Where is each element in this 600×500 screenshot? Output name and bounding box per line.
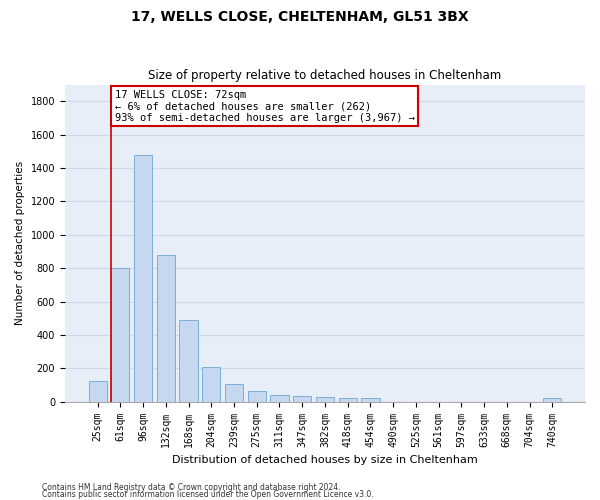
Bar	[271, 395, 289, 402]
Bar	[202, 368, 220, 402]
Bar	[89, 381, 107, 402]
Bar	[361, 398, 380, 402]
Bar	[248, 391, 266, 402]
Bar	[157, 255, 175, 402]
Bar	[179, 320, 197, 402]
Y-axis label: Number of detached properties: Number of detached properties	[15, 161, 25, 325]
Bar	[225, 384, 243, 402]
Bar	[293, 396, 311, 402]
Bar	[316, 396, 334, 402]
Text: Contains public sector information licensed under the Open Government Licence v3: Contains public sector information licen…	[42, 490, 374, 499]
Text: 17, WELLS CLOSE, CHELTENHAM, GL51 3BX: 17, WELLS CLOSE, CHELTENHAM, GL51 3BX	[131, 10, 469, 24]
Text: 17 WELLS CLOSE: 72sqm
← 6% of detached houses are smaller (262)
93% of semi-deta: 17 WELLS CLOSE: 72sqm ← 6% of detached h…	[115, 90, 415, 123]
Text: Contains HM Land Registry data © Crown copyright and database right 2024.: Contains HM Land Registry data © Crown c…	[42, 484, 341, 492]
Bar	[338, 398, 357, 402]
X-axis label: Distribution of detached houses by size in Cheltenham: Distribution of detached houses by size …	[172, 455, 478, 465]
Bar	[111, 268, 130, 402]
Title: Size of property relative to detached houses in Cheltenham: Size of property relative to detached ho…	[148, 69, 502, 82]
Bar	[543, 398, 562, 402]
Bar	[134, 154, 152, 402]
